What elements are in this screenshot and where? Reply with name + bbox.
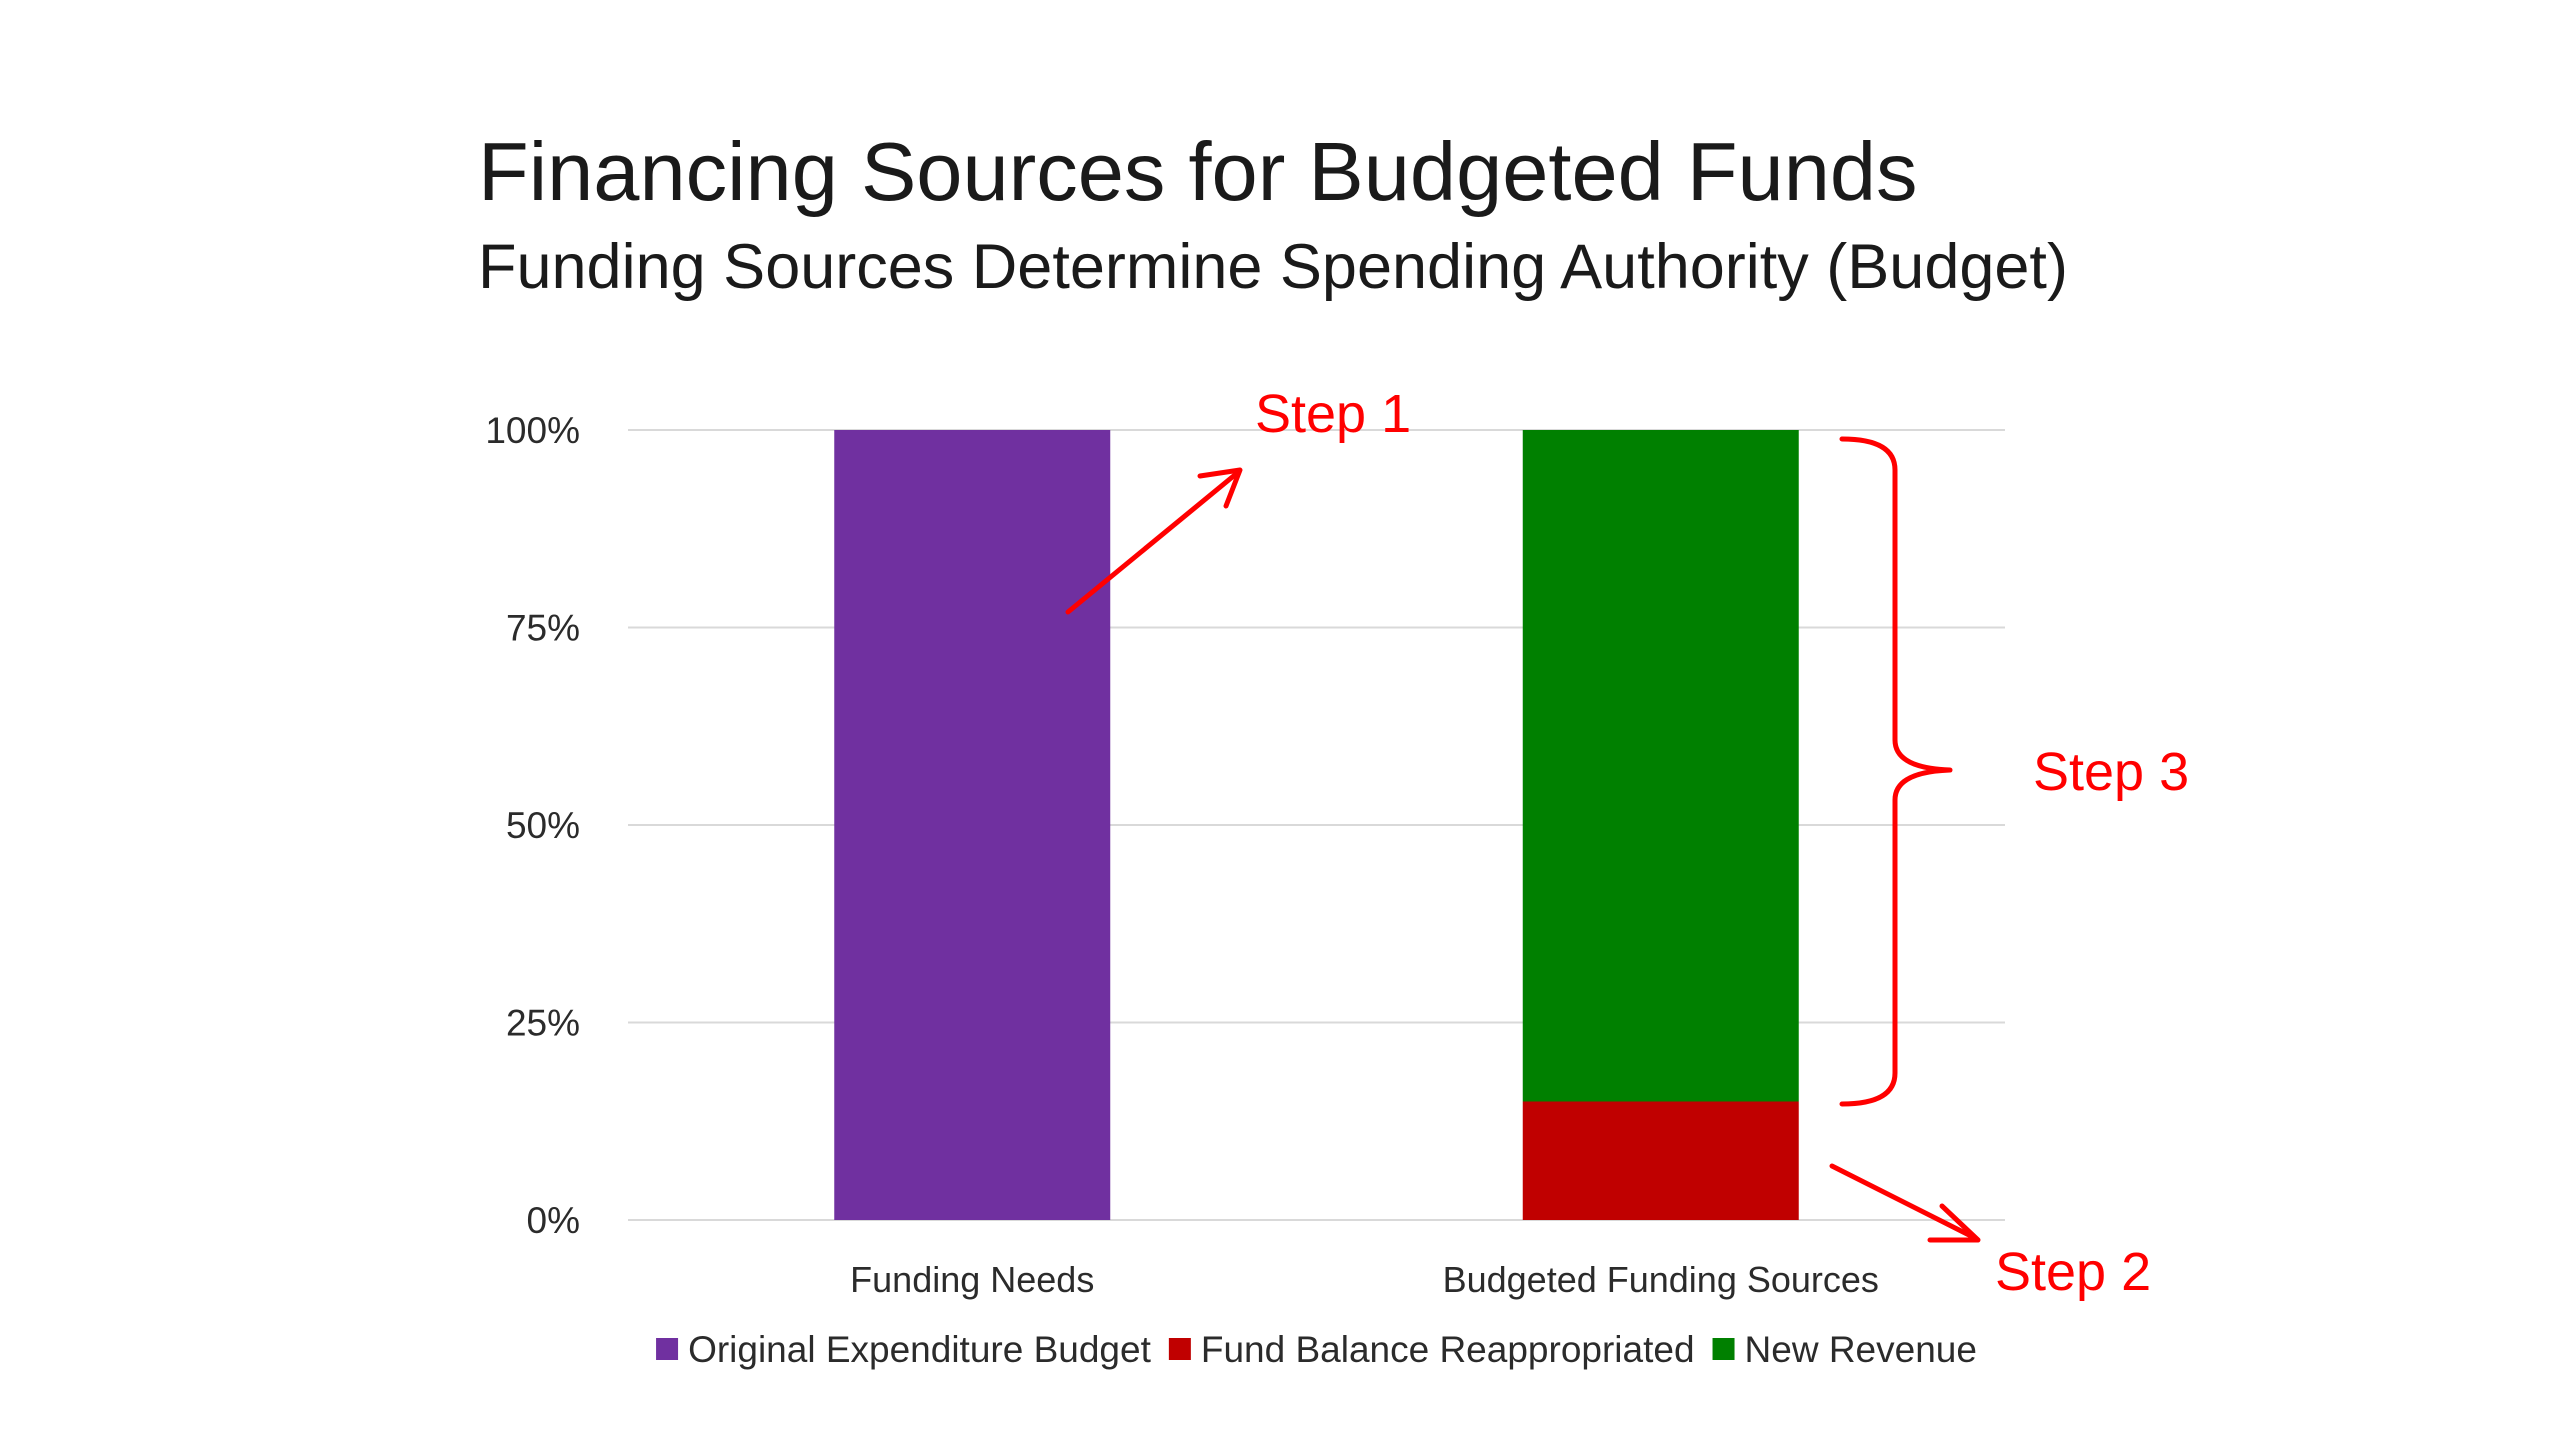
chart-title: Financing Sources for Budgeted Funds <box>478 125 1918 218</box>
legend-label: New Revenue <box>1745 1329 1977 1370</box>
bar-segment <box>1522 430 1799 1102</box>
legend-item: Original Expenditure Budget <box>656 1329 1152 1370</box>
legend-swatch <box>1712 1338 1735 1360</box>
step-1-arrow <box>1065 467 1243 615</box>
step-1-label: Step 1 <box>1255 384 1411 444</box>
y-tick-label: 50% <box>506 805 580 846</box>
legend-label: Original Expenditure Budget <box>688 1329 1152 1370</box>
bar-segment <box>1522 1101 1799 1220</box>
bars <box>834 430 1799 1220</box>
step-2-arrow <box>1829 1163 1981 1243</box>
legend-label: Fund Balance Reappropriated <box>1201 1329 1695 1370</box>
legend-item: Fund Balance Reappropriated <box>1168 1329 1695 1370</box>
y-tick-label: 0% <box>527 1200 580 1241</box>
step-3-brace <box>1839 436 1953 1107</box>
step-3-label: Step 3 <box>2033 742 2189 802</box>
y-axis-tick-labels: 0% 25% 50% 75% 100% <box>485 410 580 1241</box>
y-tick-label: 75% <box>506 608 580 649</box>
x-tick-label: Budgeted Funding Sources <box>1443 1259 1879 1300</box>
legend-swatch <box>656 1338 679 1360</box>
y-tick-label: 100% <box>485 410 580 451</box>
bar-segment <box>834 430 1111 1220</box>
legend-swatch <box>1168 1338 1191 1360</box>
annotations: Step 1 Step 2 Step 3 <box>1065 384 2189 1302</box>
x-tick-label: Funding Needs <box>850 1259 1094 1300</box>
chart-subtitle: Funding Sources Determine Spending Autho… <box>478 232 2068 302</box>
legend-item: New Revenue <box>1712 1329 1977 1370</box>
step-2-label: Step 2 <box>1995 1242 2151 1302</box>
legend: Original Expenditure Budget Fund Balance … <box>656 1329 1977 1370</box>
x-axis-tick-labels: Funding Needs Budgeted Funding Sources <box>850 1259 1879 1300</box>
y-tick-label: 25% <box>506 1003 580 1044</box>
